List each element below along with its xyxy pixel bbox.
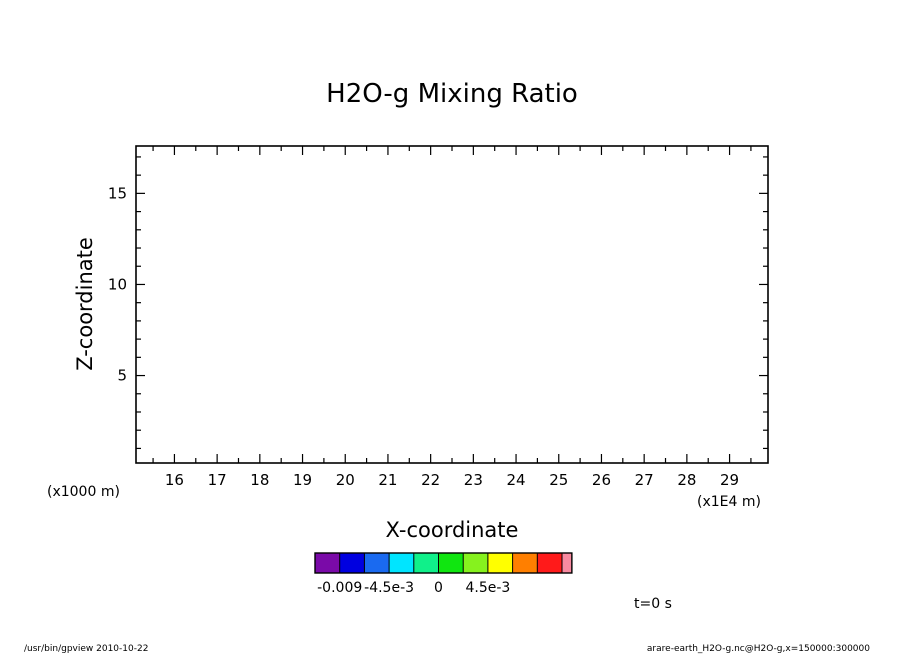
x-tick-label: 18: [250, 471, 269, 489]
y-axis-multiplier: (x1000 m): [47, 484, 120, 500]
x-tick-label: 27: [635, 471, 654, 489]
y-tick-label: 5: [117, 367, 127, 385]
colorbar-cell: [438, 553, 464, 573]
colorbar-cell: [339, 553, 365, 573]
x-axis-multiplier: (x1E4 m): [697, 494, 761, 510]
colorbar: [314, 552, 573, 574]
plot-area: [135, 145, 769, 464]
y-axis-tick-labels: 5 10 15: [108, 184, 127, 384]
x-tick-label: 17: [208, 471, 227, 489]
x-tick-label: 28: [677, 471, 696, 489]
colorbar-tick-label: -4.5e-3: [364, 580, 414, 596]
y-axis-title: Z-coordinate: [73, 237, 97, 371]
colorbar-tick-label: 4.5e-3: [465, 580, 510, 596]
x-axis-tick-labels: 16 17 18 19 20 21 22 23 24 25 26 27 28 29: [165, 471, 739, 489]
colorbar-cell: [315, 553, 340, 573]
colorbar-cell: [487, 553, 513, 573]
x-tick-label: 20: [336, 471, 355, 489]
colorbar-cell: [413, 553, 439, 573]
colorbar-cell: [364, 553, 390, 573]
x-tick-label: 16: [165, 471, 184, 489]
x-tick-label: 23: [464, 471, 483, 489]
y-tick-label: 10: [108, 275, 127, 293]
colorbar-tick-label: -0.009: [317, 580, 362, 596]
x-tick-label: 24: [507, 471, 526, 489]
colorbar-cell: [389, 553, 414, 573]
colorbar-cell: [512, 553, 538, 573]
colorbar-cell: [562, 553, 572, 573]
footer-left: /usr/bin/gpview 2010-10-22: [24, 644, 148, 654]
x-tick-label: 22: [421, 471, 440, 489]
x-axis-ticks: [152, 146, 752, 463]
y-axis-ticks: [136, 156, 768, 450]
x-tick-label: 19: [293, 471, 312, 489]
colorbar-frame: [314, 552, 573, 574]
x-tick-label: 29: [720, 471, 739, 489]
colorbar-tick-label: 0: [434, 580, 443, 596]
x-tick-label: 26: [592, 471, 611, 489]
y-tick-label: 15: [108, 184, 127, 202]
x-axis-title: X-coordinate: [386, 518, 519, 542]
footer-right: arare-earth_H2O-g.nc@H2O-g,x=150000:3000…: [647, 644, 870, 654]
chart-title: H2O-g Mixing Ratio: [326, 79, 578, 109]
x-tick-label: 21: [378, 471, 397, 489]
colorbar-tick-labels: -0.009 -4.5e-3 0 4.5e-3: [317, 580, 510, 596]
colorbar-cell: [537, 553, 562, 573]
x-tick-label: 25: [549, 471, 568, 489]
time-label: t=0 s: [634, 596, 672, 612]
colorbar-cell: [463, 553, 488, 573]
